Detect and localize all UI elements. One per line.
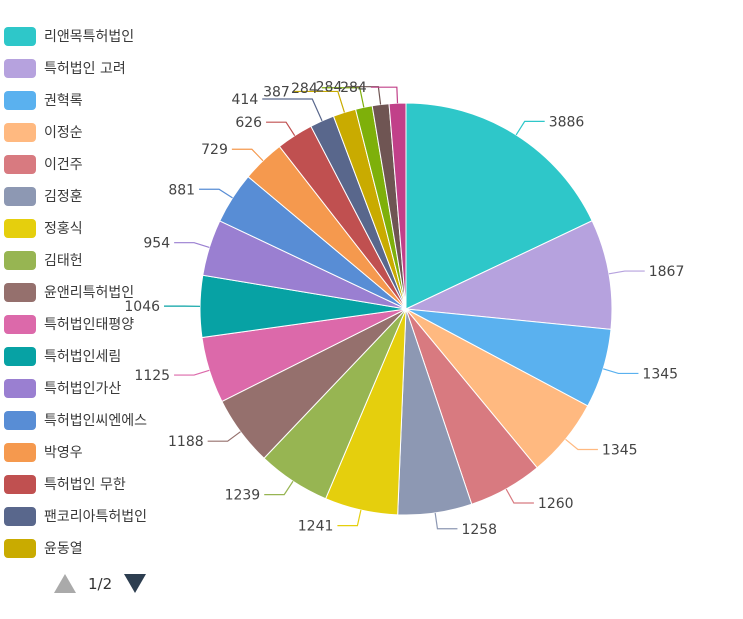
legend-swatch: [4, 186, 36, 206]
legend-swatch: [4, 122, 36, 142]
data-label: 881: [168, 182, 195, 198]
label-leader-line: [262, 98, 323, 122]
data-label: 1260: [538, 496, 574, 512]
legend-item[interactable]: 김태헌: [4, 244, 174, 276]
data-label: 1258: [461, 522, 497, 538]
legend-swatch: [4, 90, 36, 110]
label-leader-line: [174, 242, 210, 249]
legend-label: 특허법인 무한: [44, 477, 126, 493]
data-label: 729: [201, 142, 228, 158]
legend-label: 이건주: [44, 157, 83, 173]
label-leader-line: [434, 512, 458, 530]
legend-swatch: [4, 26, 36, 46]
legend-label: 특허법인 고려: [44, 61, 126, 77]
legend-swatch: [4, 58, 36, 78]
data-label: 284: [316, 80, 343, 96]
data-label: 387: [263, 84, 290, 100]
label-leader-line: [231, 148, 264, 162]
data-label: 284: [340, 80, 367, 96]
label-leader-line: [293, 90, 346, 113]
legend-label: 특허법인세림: [44, 349, 122, 365]
legend-item[interactable]: 특허법인가산: [4, 372, 174, 404]
legend-prev-page-icon[interactable]: [54, 574, 76, 593]
legend-label: 윤동열: [44, 541, 83, 557]
legend-next-page-icon[interactable]: [124, 574, 147, 593]
legend-swatch: [4, 378, 36, 398]
legend-item[interactable]: 특허법인 고려: [4, 52, 174, 84]
label-leader-line: [515, 120, 545, 136]
legend-label: 팬코리아특허법인: [44, 509, 148, 525]
legend-label: 박영우: [44, 445, 83, 461]
legend-swatch: [4, 282, 36, 302]
legend-item[interactable]: 이정순: [4, 116, 174, 148]
data-label: 1046: [124, 299, 160, 315]
legend-label: 특허법인씨엔에스: [44, 413, 148, 429]
legend-label: 권혁록: [44, 93, 83, 109]
data-label: 1867: [649, 264, 685, 280]
legend-swatch: [4, 538, 36, 558]
legend-label: 특허법인가산: [44, 381, 122, 397]
legend-label: 이정순: [44, 125, 83, 141]
legend-item[interactable]: 리앤목특허법인: [4, 20, 174, 52]
label-leader-line: [264, 480, 294, 496]
label-leader-line: [505, 488, 534, 504]
legend-swatch: [4, 250, 36, 270]
legend-item[interactable]: 김정훈: [4, 180, 174, 212]
data-label: 3886: [549, 114, 585, 130]
data-label: 954: [143, 236, 170, 252]
label-leader-line: [199, 188, 233, 199]
legend-swatch: [4, 218, 36, 238]
legend-item[interactable]: 권혁록: [4, 84, 174, 116]
legend-swatch: [4, 474, 36, 494]
data-label: 1345: [602, 442, 638, 458]
legend-swatch: [4, 154, 36, 174]
legend-item[interactable]: 팬코리아특허법인: [4, 500, 174, 532]
legend-label: 특허법인태평양: [44, 317, 135, 333]
legend-item[interactable]: 정홍식: [4, 212, 174, 244]
label-leader-line: [370, 86, 399, 104]
legend-label: 김정훈: [44, 189, 83, 205]
legend-swatch: [4, 506, 36, 526]
data-label: 1239: [225, 488, 261, 504]
label-leader-line: [174, 369, 210, 376]
legend-label: 리앤목특허법인: [44, 29, 135, 45]
label-leader-line: [207, 431, 241, 442]
legend-item[interactable]: 이건주: [4, 148, 174, 180]
legend-swatch: [4, 410, 36, 430]
label-leader-line: [266, 121, 296, 136]
legend-item[interactable]: 특허법인씨엔에스: [4, 404, 174, 436]
pie-slice[interactable]: [388, 102, 407, 310]
legend-item[interactable]: 윤앤리특허법인: [4, 276, 174, 308]
legend-label: 윤앤리특허법인: [44, 285, 135, 301]
data-label: 626: [235, 115, 262, 131]
label-leader-line: [337, 509, 362, 527]
data-label: 284: [291, 81, 318, 97]
legend-item[interactable]: 특허법인태평양: [4, 308, 174, 340]
label-leader-line: [608, 270, 645, 275]
label-leader-line: [565, 438, 598, 451]
data-label: 1345: [642, 366, 678, 382]
label-leader-line: [602, 368, 639, 375]
legend-label: 정홍식: [44, 221, 83, 237]
data-label: 1125: [134, 368, 170, 384]
legend-swatch: [4, 442, 36, 462]
label-leader-line: [321, 87, 365, 108]
legend-swatch: [4, 346, 36, 366]
legend-swatch: [4, 314, 36, 334]
legend-item[interactable]: 특허법인 무한: [4, 468, 174, 500]
data-label: 1241: [298, 519, 334, 535]
legend-label: 김태헌: [44, 253, 83, 269]
data-label: 414: [232, 92, 259, 108]
legend-item[interactable]: 특허법인세림: [4, 340, 174, 372]
data-label: 1188: [168, 434, 204, 450]
legend-page-indicator: 1/2: [88, 574, 113, 593]
legend-item[interactable]: 윤동열: [4, 532, 174, 564]
legend-item[interactable]: 박영우: [4, 436, 174, 468]
legend-pagination: 1/2: [54, 574, 147, 593]
